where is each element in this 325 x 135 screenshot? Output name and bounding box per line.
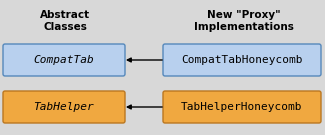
- Text: Abstract
Classes: Abstract Classes: [40, 10, 90, 32]
- Text: CompatTab: CompatTab: [33, 55, 94, 65]
- FancyBboxPatch shape: [3, 91, 125, 123]
- Text: CompatTabHoneycomb: CompatTabHoneycomb: [181, 55, 303, 65]
- Text: TabHelper: TabHelper: [33, 102, 94, 112]
- FancyBboxPatch shape: [163, 44, 321, 76]
- FancyBboxPatch shape: [3, 44, 125, 76]
- FancyBboxPatch shape: [163, 91, 321, 123]
- Text: New "Proxy"
Implementations: New "Proxy" Implementations: [194, 10, 294, 32]
- Text: TabHelperHoneycomb: TabHelperHoneycomb: [181, 102, 303, 112]
